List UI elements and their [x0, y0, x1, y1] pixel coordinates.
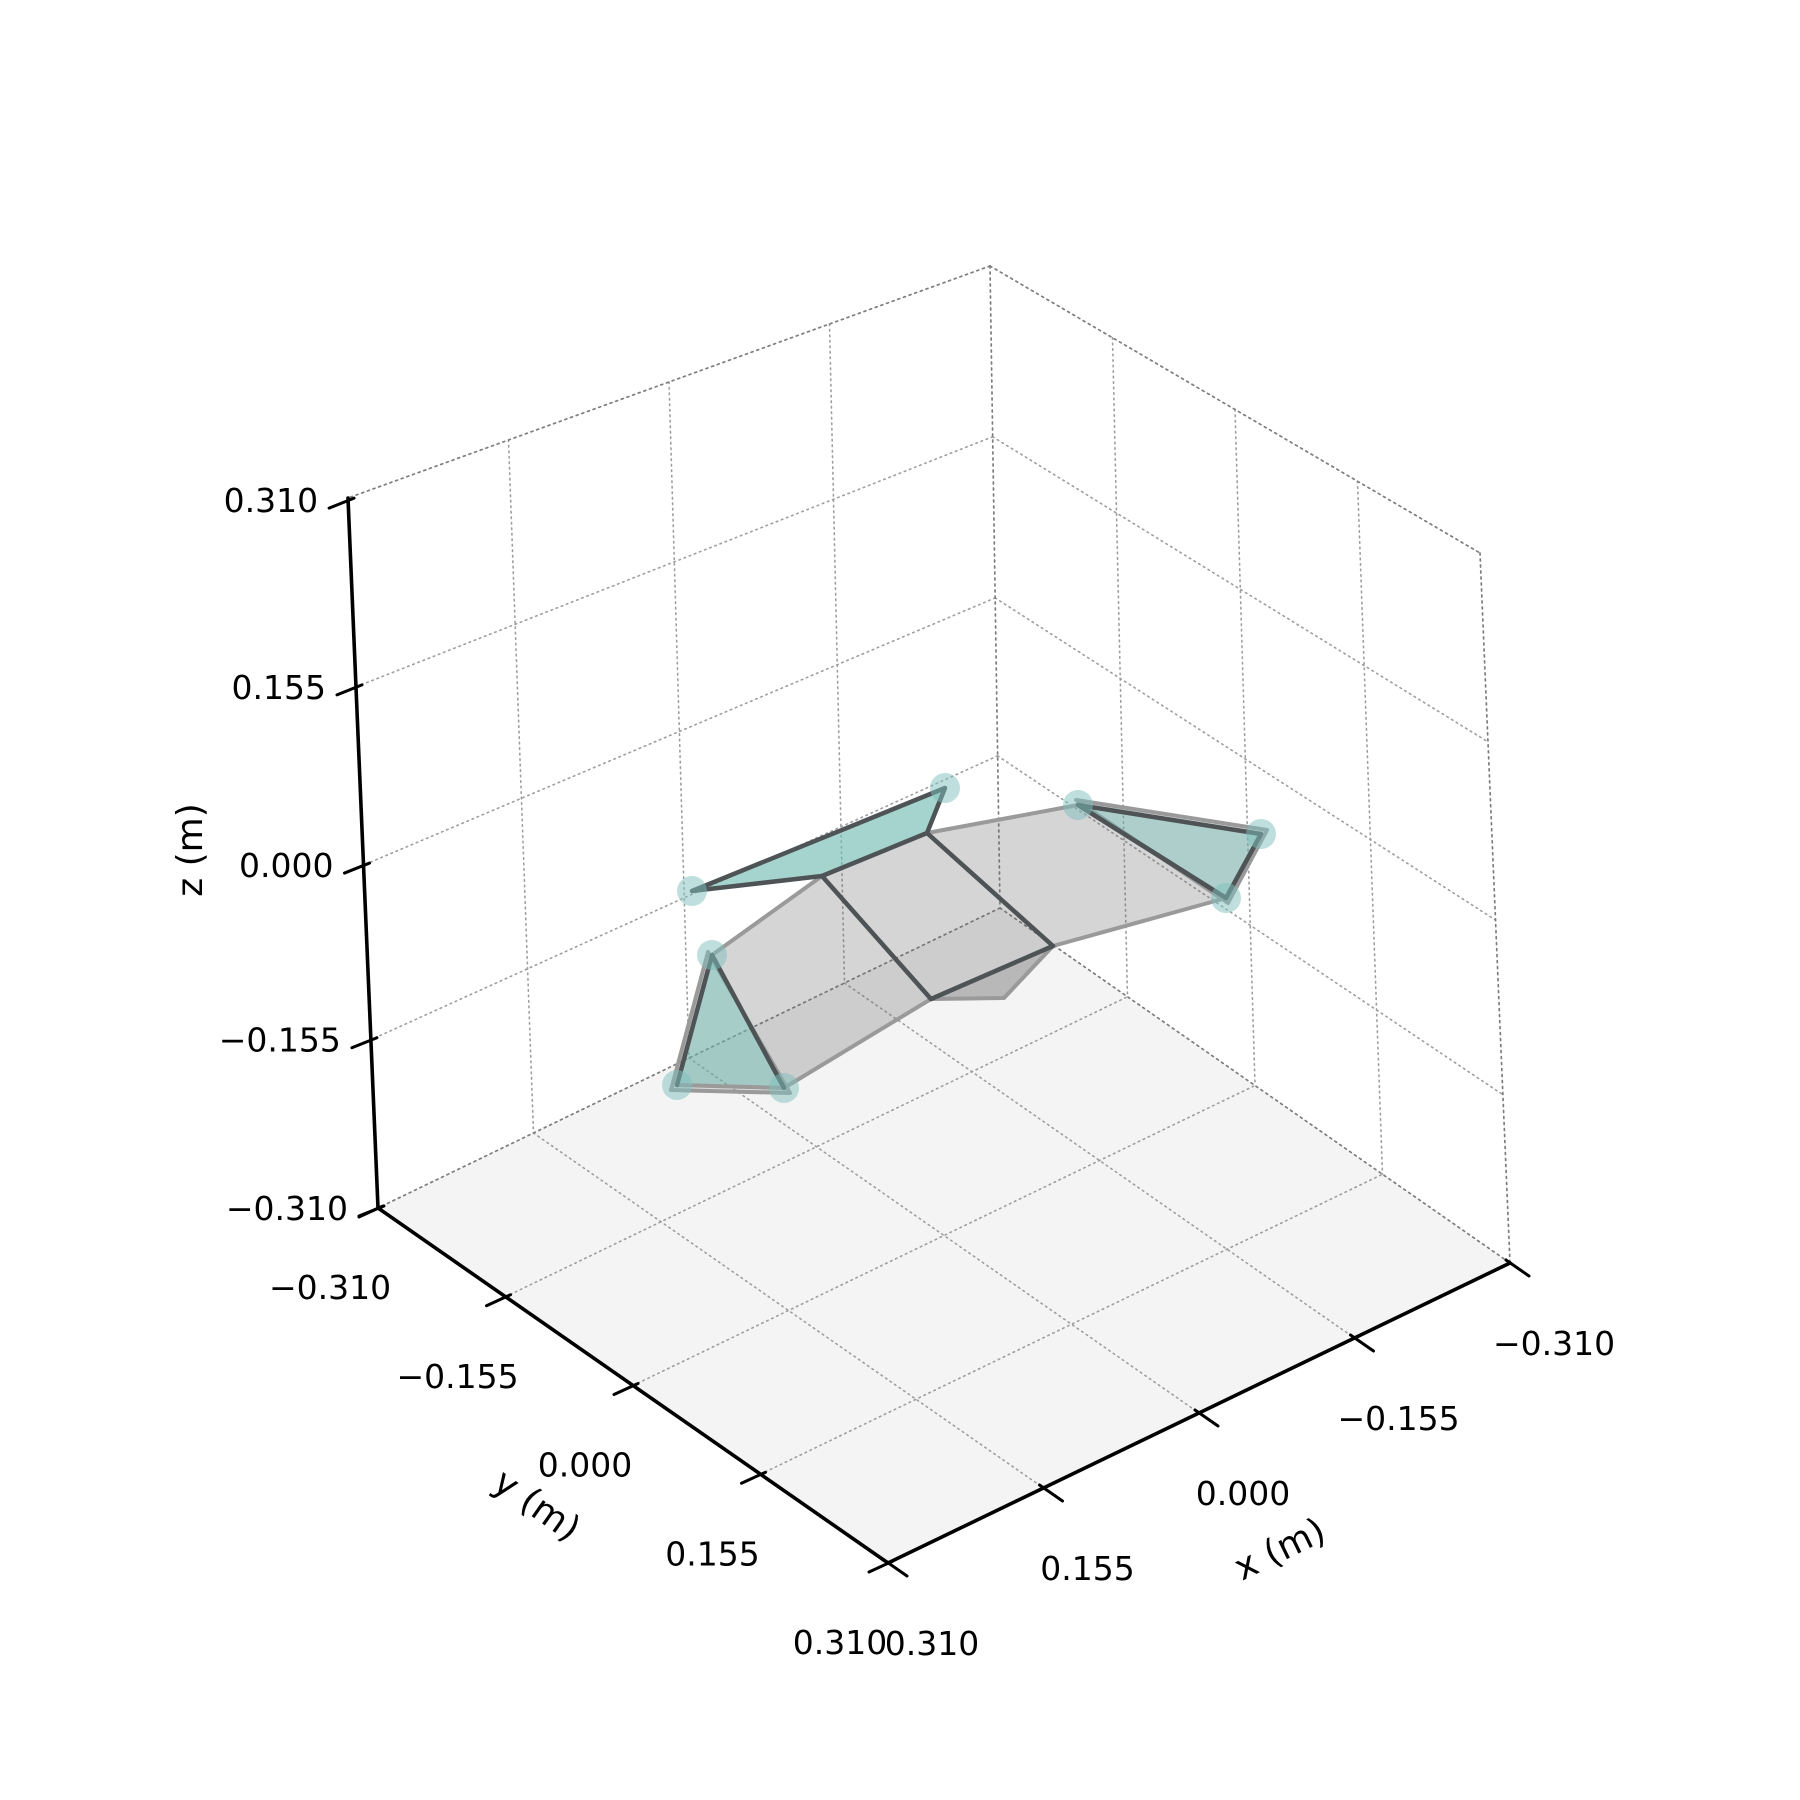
z-tick [350, 1036, 379, 1050]
y-tick [740, 1470, 767, 1485]
x-tick [882, 1558, 909, 1578]
fold-edge [924, 830, 1056, 949]
grid-line-floor-x [843, 982, 1356, 1339]
x-tick-label: 0.310 [885, 1624, 979, 1663]
grid-line-z-left-wall [355, 435, 994, 688]
vertex-marker [769, 1073, 799, 1103]
y-tick-label: −0.155 [396, 1357, 518, 1396]
vertex-marker [697, 940, 727, 970]
y-tick-label: −0.310 [269, 1268, 391, 1307]
grid-line-z-right-wall [996, 755, 1504, 1096]
z-tick [335, 683, 364, 697]
vertex-marker [662, 1070, 692, 1100]
grid-line-y-left-wall [828, 323, 846, 984]
y-tick [485, 1293, 512, 1308]
grid-line-y-left-wall [507, 439, 535, 1134]
fold-edge [819, 873, 934, 1002]
grid-line-z-left-wall [370, 755, 999, 1041]
box-edge-top-left [347, 265, 991, 499]
z-tick-label: 0.000 [239, 846, 333, 885]
grid-line-floor-x [688, 1057, 1200, 1414]
grid-line-floor-y [759, 1173, 1384, 1476]
box-edge-back-vertical [989, 265, 1001, 909]
fold-edge [928, 943, 1056, 1002]
vertex-marker [1211, 883, 1241, 913]
vertex-marker [1246, 819, 1276, 849]
grid-line-x-right-wall [1111, 336, 1129, 998]
x-tick-label: 0.155 [1040, 1549, 1134, 1588]
grid-line-x-right-wall [1356, 480, 1384, 1176]
vertex-marker [930, 773, 960, 803]
grid-line-floor-x [532, 1132, 1045, 1489]
z-tick-label: 0.310 [224, 481, 318, 520]
y-tick-label: 0.310 [793, 1623, 887, 1662]
box-edge-right-vertical [1479, 552, 1511, 1264]
grid-line-floor-y [632, 1084, 1256, 1387]
x-tick [1038, 1483, 1064, 1503]
y-tick [612, 1382, 640, 1396]
vertex-marker [1063, 790, 1093, 820]
x-tick-label: −0.155 [1337, 1399, 1459, 1438]
z-tick-label: −0.155 [219, 1021, 341, 1060]
box-edge-floor-back-right [999, 907, 1511, 1264]
grid-line-floor-y [504, 995, 1129, 1298]
z-axis-line [346, 496, 380, 1210]
box-edge-top-right [989, 265, 1481, 554]
grid-line-z-right-wall [994, 597, 1497, 921]
x-tick [1504, 1258, 1531, 1278]
z-tick [343, 861, 372, 875]
z-axis-title: z (m) [170, 803, 211, 897]
x-tick-label: −0.310 [1493, 1324, 1615, 1363]
z-tick-label: 0.155 [231, 668, 325, 707]
z-tick-label: −0.310 [226, 1189, 348, 1228]
x-tick [1349, 1333, 1375, 1353]
fold-edge [1075, 802, 1264, 901]
grid-line-z-right-wall [991, 435, 1489, 743]
y-tick [357, 1204, 385, 1219]
vertex-marker [677, 876, 707, 906]
x-tick-label: 0.000 [1196, 1474, 1290, 1513]
z-tick [327, 496, 356, 510]
y-tick-label: 0.155 [665, 1534, 759, 1573]
x-tick [1193, 1408, 1220, 1428]
y-tick-label: 0.000 [538, 1446, 632, 1485]
grid-line-z-left-wall [362, 597, 996, 866]
